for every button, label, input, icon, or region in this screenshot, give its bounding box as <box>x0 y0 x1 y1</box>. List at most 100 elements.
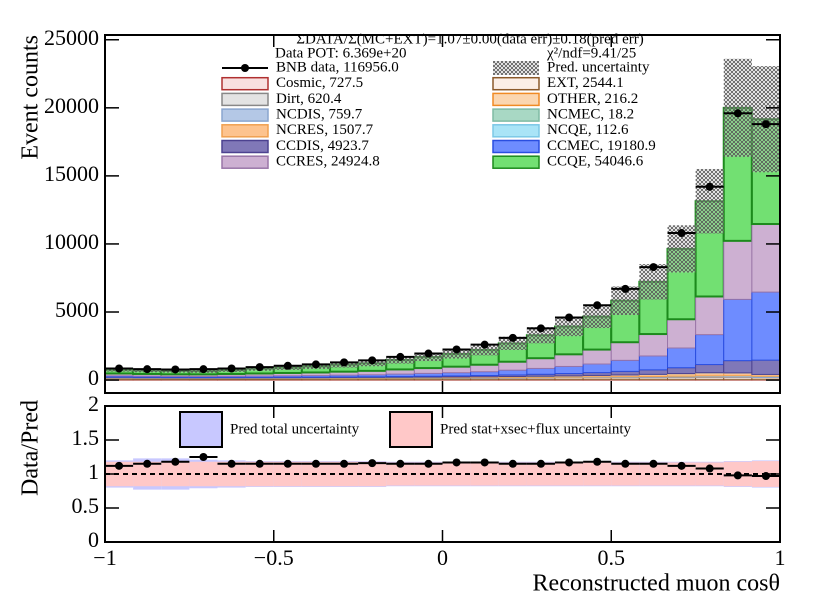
data-point <box>255 363 264 372</box>
stack-bar <box>667 347 697 369</box>
legend-label: BNB data, 116956.0 <box>276 59 399 75</box>
legend-label: CCDIS, 4923.7 <box>276 138 369 154</box>
stack-bar <box>751 291 781 361</box>
stack-bar <box>554 353 584 367</box>
legend-label: OTHER, 216.2 <box>547 91 638 107</box>
stack-bar <box>667 367 697 375</box>
data-point <box>536 324 545 333</box>
ratio-point <box>171 457 180 466</box>
legend-label: Dirt, 620.4 <box>276 91 342 107</box>
legend-swatch <box>221 108 269 122</box>
stack-bar <box>610 359 640 372</box>
ratio-band <box>611 462 640 486</box>
ratio-point <box>311 459 320 468</box>
data-point <box>649 263 658 272</box>
ratio-point <box>705 464 714 473</box>
data-point <box>227 364 236 373</box>
ratio-point <box>340 459 349 468</box>
y-tick-label: 20000 <box>44 93 99 118</box>
ratio-band <box>639 462 668 486</box>
uncertainty-band <box>498 336 527 350</box>
ratio-point <box>621 459 630 468</box>
y-axis-title: Event counts <box>18 35 44 160</box>
ratio-point <box>255 459 264 468</box>
ratio-point <box>508 459 517 468</box>
legend-swatch <box>492 92 540 107</box>
ratio-point <box>593 457 602 466</box>
uncertainty-band <box>554 316 584 337</box>
stack-bar <box>695 364 725 374</box>
x-tick-label: 1 <box>775 545 786 570</box>
legend-swatch <box>221 139 269 154</box>
legend-swatch <box>221 155 269 169</box>
data-point <box>593 301 602 310</box>
data-point <box>171 365 180 374</box>
stack-bar <box>498 361 528 371</box>
ratio-point <box>283 459 292 468</box>
data-point <box>199 365 208 374</box>
stack-bar <box>667 318 697 349</box>
data-point <box>396 352 405 361</box>
ratio-point <box>199 453 208 461</box>
data-point <box>621 284 630 293</box>
ratio-point <box>396 459 405 468</box>
stack-bar <box>610 341 640 361</box>
legend-label: EXT, 2544.1 <box>547 75 624 91</box>
x-tick-label: −0.5 <box>254 545 294 570</box>
ratio-band <box>583 462 612 486</box>
chi2: χ²/ndf=9.41/25 <box>546 45 636 61</box>
data-point <box>424 349 433 358</box>
stack-bar <box>638 355 669 371</box>
legend-swatch <box>221 124 269 138</box>
data-point <box>508 333 517 342</box>
x-tick-label: −1 <box>93 545 116 570</box>
data-point <box>452 345 461 354</box>
stack-bar <box>751 359 781 375</box>
stack-bar <box>638 333 669 357</box>
ratio-point <box>227 459 236 468</box>
uncertainty-band <box>695 168 724 234</box>
y-tick-label: 2 <box>88 391 99 416</box>
stack-bar <box>526 367 556 375</box>
data-point <box>480 340 489 349</box>
legend-swatch <box>221 76 269 91</box>
stack-bar <box>610 370 640 376</box>
ratio-point <box>565 458 574 467</box>
ratio-point <box>143 459 152 468</box>
ratio-point <box>649 459 658 468</box>
uncertainty-band <box>470 344 499 356</box>
legend-label: Pred total uncertainty <box>230 421 360 437</box>
legend-label: NCRES, 1507.7 <box>276 122 374 138</box>
pot: Data POT: 6.369e+20 <box>275 45 406 61</box>
stack-bar <box>751 223 781 293</box>
stack-bar <box>723 240 753 300</box>
ratio-point <box>368 459 377 468</box>
uncertainty-band <box>526 327 555 344</box>
y-tick-label: 5000 <box>55 297 99 322</box>
legend-swatch <box>389 411 433 448</box>
stack-bar <box>695 334 725 366</box>
legend-swatch <box>492 76 540 91</box>
legend-label: NCMEC, 18.2 <box>547 107 634 123</box>
legend-label: CCRES, 24924.8 <box>276 154 380 170</box>
legend-label: NCDIS, 759.7 <box>276 107 363 123</box>
y-tick-label: 0.5 <box>72 493 100 518</box>
ratio-band <box>414 462 443 486</box>
data-point <box>761 120 770 129</box>
ratio-point <box>677 461 686 470</box>
data-point <box>733 109 742 118</box>
stack-bar <box>582 349 612 365</box>
stack-bar <box>638 369 669 375</box>
stack-bar <box>554 365 584 375</box>
stack-bar <box>470 371 500 376</box>
uncertainty-band <box>751 66 780 173</box>
legend-swatch <box>221 92 269 107</box>
uncertainty-band <box>442 349 471 359</box>
legend-label: NCQE, 112.6 <box>547 122 629 138</box>
stack-bar <box>526 357 556 369</box>
legend-label: Pred stat+xsec+flux uncertainty <box>440 421 632 437</box>
ratio-band <box>386 462 415 486</box>
stack-bar <box>582 363 612 374</box>
ratio-band <box>189 461 218 487</box>
